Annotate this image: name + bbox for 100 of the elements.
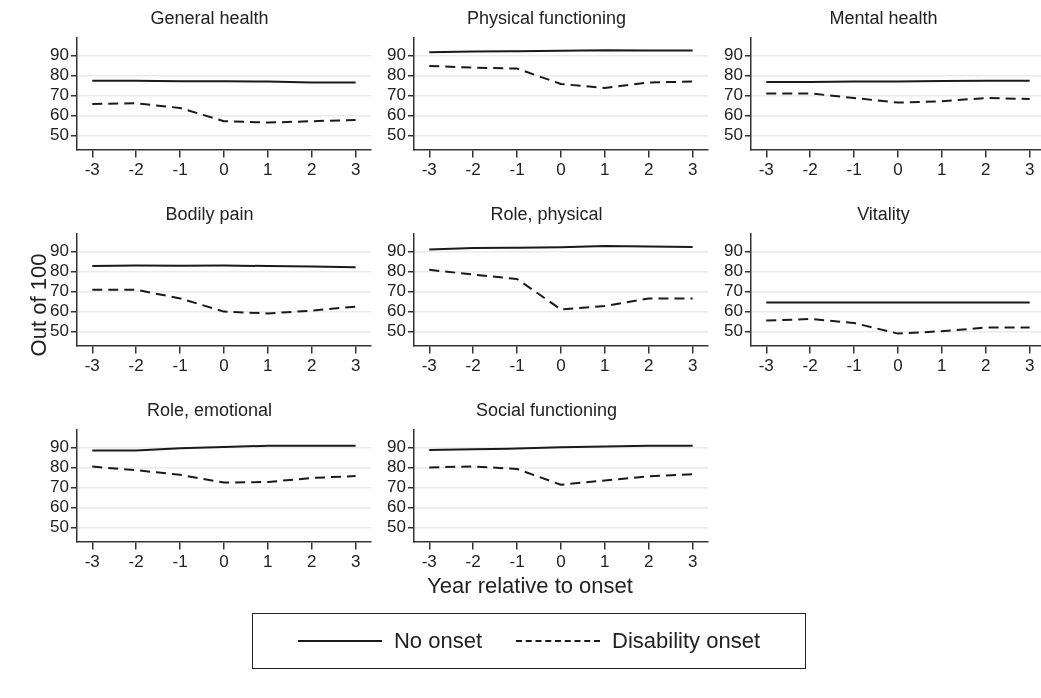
x-tick-label: -2 xyxy=(802,160,818,180)
x-axis-title: Year relative to onset xyxy=(426,573,634,599)
line-series xyxy=(765,92,1031,104)
y-tick-label: 70 xyxy=(49,477,69,497)
x-tick-label: 2 xyxy=(644,552,654,572)
x-tick-label: 1 xyxy=(263,160,273,180)
y-tick-label: 50 xyxy=(386,517,406,537)
y-tick-label: 50 xyxy=(723,321,743,341)
x-tick-label: -2 xyxy=(802,356,818,376)
y-tick-label: 60 xyxy=(386,105,406,125)
x-tick-label: -3 xyxy=(421,356,437,376)
x-tick-label: 0 xyxy=(556,356,566,376)
x-tick-label: 1 xyxy=(937,356,947,376)
y-tick-label: 80 xyxy=(723,65,743,85)
y-tick-label: 70 xyxy=(723,85,743,105)
chart-title: Social functioning xyxy=(475,399,618,420)
x-tick-label: -1 xyxy=(509,356,525,376)
y-tick-label: 60 xyxy=(723,105,743,125)
y-tick-label: 90 xyxy=(386,241,406,261)
x-tick-label: -3 xyxy=(758,356,774,376)
x-tick-label: 0 xyxy=(219,552,229,572)
y-tick-label: 50 xyxy=(386,125,406,145)
y-tick-label: 70 xyxy=(386,477,406,497)
x-tick-label: -2 xyxy=(128,552,144,572)
x-tick-label: -1 xyxy=(172,160,188,180)
x-tick-label: 0 xyxy=(556,552,566,572)
x-tick-label: -3 xyxy=(421,160,437,180)
chart-title: Role, physical xyxy=(490,203,603,224)
y-tick-label: 60 xyxy=(49,105,69,125)
y-tick-label: 50 xyxy=(49,125,69,145)
x-tick-label: 2 xyxy=(981,356,991,376)
x-tick-label: 3 xyxy=(687,356,698,376)
y-tick-label: 70 xyxy=(49,281,69,301)
line-series xyxy=(91,102,357,124)
chart-title: Role, emotional xyxy=(146,399,273,420)
legend-label: Disability onset xyxy=(612,628,760,654)
chart-title: General health xyxy=(150,7,269,28)
x-tick-label: 3 xyxy=(687,160,698,180)
y-axis-title: Out of 100 xyxy=(26,252,51,359)
y-tick-label: 80 xyxy=(386,261,406,281)
x-tick-label: 1 xyxy=(600,356,610,376)
legend-label: No onset xyxy=(393,628,483,654)
line-series xyxy=(765,318,1031,335)
y-tick-label: 90 xyxy=(723,45,743,65)
x-tick-label: 2 xyxy=(307,356,317,376)
y-tick-label: 60 xyxy=(386,301,406,321)
x-tick-label: 3 xyxy=(350,160,361,180)
x-tick-label: -3 xyxy=(758,160,774,180)
x-tick-label: -1 xyxy=(509,160,525,180)
y-tick-label: 50 xyxy=(49,321,69,341)
x-tick-label: -2 xyxy=(465,160,481,180)
y-tick-label: 80 xyxy=(49,457,69,477)
y-tick-label: 70 xyxy=(386,281,406,301)
y-tick-label: 80 xyxy=(386,65,406,85)
x-tick-label: 0 xyxy=(893,160,903,180)
y-tick-label: 90 xyxy=(386,437,406,457)
y-tick-label: 90 xyxy=(49,241,69,261)
x-tick-label: 1 xyxy=(937,160,947,180)
y-tick-label: 50 xyxy=(49,517,69,537)
y-tick-label: 90 xyxy=(723,241,743,261)
y-tick-label: 80 xyxy=(386,457,406,477)
chart-title: Vitality xyxy=(857,203,910,224)
y-tick-label: 60 xyxy=(49,301,69,321)
x-tick-label: -2 xyxy=(465,552,481,572)
x-tick-label: -1 xyxy=(846,160,862,180)
y-tick-label: 90 xyxy=(386,45,406,65)
line-series xyxy=(428,65,694,89)
x-tick-label: 0 xyxy=(556,160,566,180)
x-tick-label: 3 xyxy=(1024,160,1035,180)
x-tick-label: -1 xyxy=(846,356,862,376)
line-series xyxy=(91,465,357,484)
x-tick-label: 3 xyxy=(1024,356,1035,376)
x-tick-label: 3 xyxy=(350,356,361,376)
line-series xyxy=(428,268,694,311)
x-tick-label: -1 xyxy=(172,356,188,376)
x-tick-label: -3 xyxy=(84,356,100,376)
x-tick-label: -3 xyxy=(421,552,437,572)
x-tick-label: 1 xyxy=(263,356,273,376)
chart-title: Bodily pain xyxy=(165,203,254,224)
y-tick-label: 90 xyxy=(49,45,69,65)
x-tick-label: 2 xyxy=(644,160,654,180)
x-tick-label: 0 xyxy=(219,356,229,376)
y-tick-label: 70 xyxy=(49,85,69,105)
y-tick-label: 70 xyxy=(723,281,743,301)
x-tick-label: 3 xyxy=(687,552,698,572)
y-tick-label: 90 xyxy=(49,437,69,457)
y-tick-label: 80 xyxy=(723,261,743,281)
x-tick-label: -1 xyxy=(509,552,525,572)
x-tick-label: 0 xyxy=(219,160,229,180)
x-tick-label: 1 xyxy=(263,552,273,572)
y-tick-label: 60 xyxy=(386,497,406,517)
chart-title: Mental health xyxy=(829,7,938,28)
x-tick-label: -3 xyxy=(84,160,100,180)
line-series xyxy=(91,288,357,315)
x-tick-label: 2 xyxy=(644,356,654,376)
y-tick-label: 80 xyxy=(49,65,69,85)
chart-title: Physical functioning xyxy=(466,7,627,28)
x-tick-label: 1 xyxy=(600,552,610,572)
y-tick-label: 60 xyxy=(49,497,69,517)
x-tick-label: -2 xyxy=(128,160,144,180)
